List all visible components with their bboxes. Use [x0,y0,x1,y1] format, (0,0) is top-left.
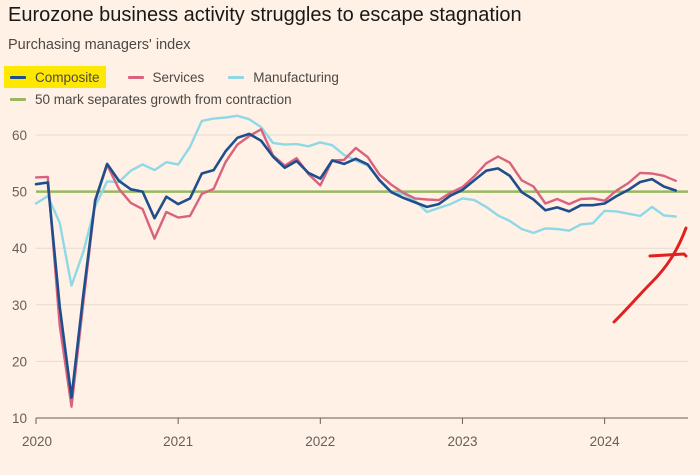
y-axis-labels: 10 20 30 40 50 60 [12,128,27,426]
legend-row-reference: 50 mark separates growth from contractio… [4,89,316,109]
legend-row-series: Composite Services Manufacturing [4,66,363,88]
legend-label-services: Services [152,69,205,85]
annotation-arrow-shaft [612,226,688,324]
legend-item-manufacturing: Manufacturing [228,66,339,88]
chart-title: Eurozone business activity struggles to … [8,4,522,26]
legend-label-composite: Composite [35,69,100,85]
grid-lines [36,134,688,419]
legend-swatch-composite [10,75,26,79]
y-tick-label-30: 30 [12,298,27,313]
series-line-manufacturing [34,114,677,287]
legend-label-manufacturing: Manufacturing [253,69,339,85]
x-tick-label-2020: 2020 [22,434,52,449]
legend-label-reference: 50 mark separates growth from contractio… [35,91,292,107]
legend-swatch-reference [10,97,26,101]
x-axis: 2020 2021 2022 2023 2024 [22,418,620,449]
legend-swatch-services [127,75,144,79]
series-lines [34,114,678,408]
x-tick-label-2022: 2022 [305,434,335,449]
annotation-arrow-head [648,252,688,258]
x-tick-label-2023: 2023 [447,434,477,449]
annotation-arrow [612,226,688,324]
series-line-composite [34,132,678,399]
y-tick-label-50: 50 [12,185,27,200]
y-tick-label-20: 20 [12,354,27,369]
x-tick-label-2021: 2021 [163,434,193,449]
legend-swatch-manufacturing [228,75,245,79]
legend-item-reference: 50 mark separates growth from contractio… [4,89,292,109]
series-line-services [34,128,677,408]
x-tick-label-2024: 2024 [590,434,621,449]
legend-item-composite: Composite [4,66,106,88]
y-tick-label-10: 10 [12,411,27,426]
chart-subtitle: Purchasing managers' index [8,37,191,53]
y-tick-label-60: 60 [12,128,27,143]
y-tick-label-40: 40 [12,241,27,256]
legend-item-services: Services [127,66,205,88]
